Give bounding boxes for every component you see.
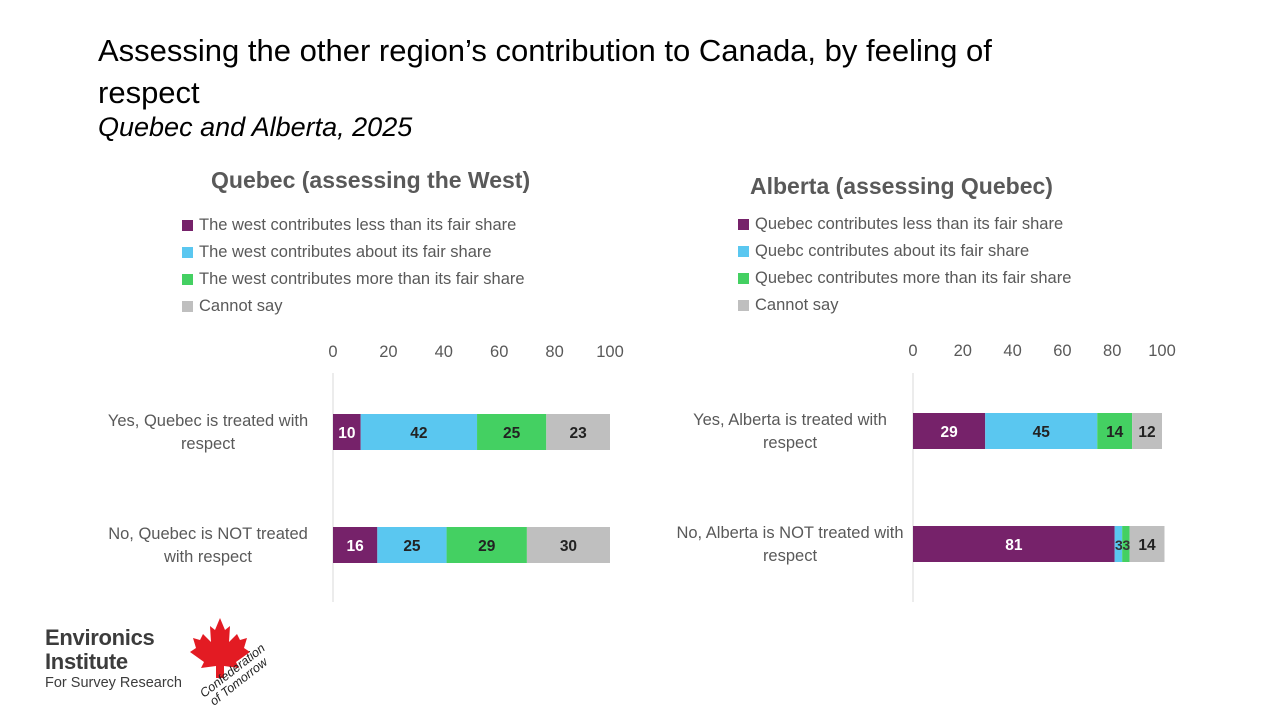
data-label: 45 — [1033, 424, 1051, 441]
environics-logo-line3: For Survey Research — [45, 675, 182, 691]
chart-title: Assessing the other region’s contributio… — [98, 33, 992, 110]
data-label: 29 — [940, 424, 958, 441]
legend-swatch — [182, 220, 193, 231]
alberta-panel-title: Alberta (assessing Quebec) — [750, 173, 1053, 199]
confederation-of-tomorrow-logo: Confederation of Tomorrow — [190, 618, 271, 706]
x-tick-label: 80 — [1103, 342, 1121, 360]
data-label: 23 — [570, 425, 588, 442]
data-label: 25 — [503, 425, 521, 442]
legend-item: Quebc contributes about its fair share — [738, 238, 1071, 265]
category-label: with respect — [163, 548, 252, 566]
bar-segment — [985, 413, 1098, 449]
x-tick-label: 60 — [1053, 342, 1071, 360]
data-label: 42 — [410, 425, 427, 442]
bar-segment — [526, 527, 610, 563]
category-label: No, Quebec is NOT treated — [108, 525, 308, 543]
x-tick-label: 100 — [1148, 342, 1176, 360]
data-label: 14 — [1138, 537, 1156, 554]
legend-label: Quebec contributes less than its fair sh… — [755, 215, 1064, 233]
category-label: respect — [763, 547, 818, 565]
alberta-legend: Quebec contributes less than its fair sh… — [738, 211, 1071, 319]
x-tick-label: 60 — [490, 343, 508, 361]
legend-label: Cannot say — [755, 296, 839, 314]
legend-item: The west contributes more than its fair … — [182, 266, 525, 293]
legend-swatch — [182, 274, 193, 285]
legend-item: Quebec contributes less than its fair sh… — [738, 211, 1071, 238]
data-label: 25 — [403, 538, 421, 555]
bar-segment — [913, 413, 986, 449]
x-tick-label: 0 — [908, 342, 917, 360]
legend-item: Quebec contributes more than its fair sh… — [738, 265, 1071, 292]
legend-swatch — [182, 247, 193, 258]
legend-swatch — [738, 246, 749, 257]
legend-swatch — [182, 301, 193, 312]
category-label: respect — [181, 435, 236, 453]
bar-segment — [913, 526, 1115, 562]
x-tick-label: 20 — [954, 342, 972, 360]
bar-segment — [1129, 526, 1165, 562]
legend-item: The west contributes less than its fair … — [182, 212, 525, 239]
legend-item: The west contributes about its fair shar… — [182, 239, 525, 266]
legend-label: The west contributes more than its fair … — [199, 270, 525, 288]
legend-item: Cannot say — [738, 292, 1071, 319]
quebec-panel-title: Quebec (assessing the West) — [211, 167, 531, 193]
bar-segment — [446, 527, 527, 563]
bar-segment — [1097, 413, 1133, 449]
bar-segment — [477, 414, 547, 450]
data-label: 14 — [1106, 424, 1124, 441]
maple-leaf-icon — [190, 618, 250, 678]
bar-segment — [1114, 526, 1123, 562]
legend-label: The west contributes about its fair shar… — [199, 243, 492, 261]
legend-swatch — [738, 219, 749, 230]
environics-logo: Environics Institute For Survey Research — [45, 626, 182, 692]
x-tick-label: 20 — [379, 343, 397, 361]
data-label: 3 — [1122, 537, 1130, 553]
category-label: Yes, Quebec is treated with — [108, 412, 308, 430]
x-tick-label: 40 — [1003, 342, 1021, 360]
environics-logo-line2: Institute — [45, 649, 128, 674]
legend-label: Cannot say — [199, 297, 283, 315]
chart-subtitle: Quebec and Alberta, 2025 — [98, 112, 413, 142]
bar-segment — [333, 527, 378, 563]
data-label: 16 — [347, 538, 365, 555]
data-label: 30 — [560, 538, 577, 555]
legend-label: Quebc contributes about its fair share — [755, 242, 1030, 260]
x-tick-label: 0 — [328, 343, 337, 361]
legend-swatch — [738, 300, 749, 311]
bar-segment — [377, 527, 447, 563]
data-label: 10 — [338, 425, 355, 442]
bar-segment — [1132, 413, 1162, 449]
bar-segment — [546, 414, 610, 450]
legend-swatch — [738, 273, 749, 284]
legend-label: Quebec contributes more than its fair sh… — [755, 269, 1072, 287]
quebec-legend: The west contributes less than its fair … — [182, 212, 525, 320]
legend-item: Cannot say — [182, 293, 525, 320]
environics-logo-line1: Environics — [45, 625, 155, 650]
data-label: 81 — [1005, 537, 1023, 554]
legend-label: The west contributes less than its fair … — [199, 216, 517, 234]
x-tick-label: 80 — [545, 343, 563, 361]
x-tick-label: 100 — [596, 343, 624, 361]
bar-segment — [1122, 526, 1130, 562]
bar-segment — [333, 414, 361, 450]
category-label: respect — [763, 434, 818, 452]
data-label: 12 — [1138, 424, 1155, 441]
category-label: No, Alberta is NOT treated with — [676, 524, 903, 542]
category-label: Yes, Alberta is treated with — [693, 411, 887, 429]
data-label: 3 — [1115, 537, 1123, 553]
x-tick-label: 40 — [435, 343, 453, 361]
bar-segment — [360, 414, 478, 450]
data-label: 29 — [478, 538, 496, 555]
